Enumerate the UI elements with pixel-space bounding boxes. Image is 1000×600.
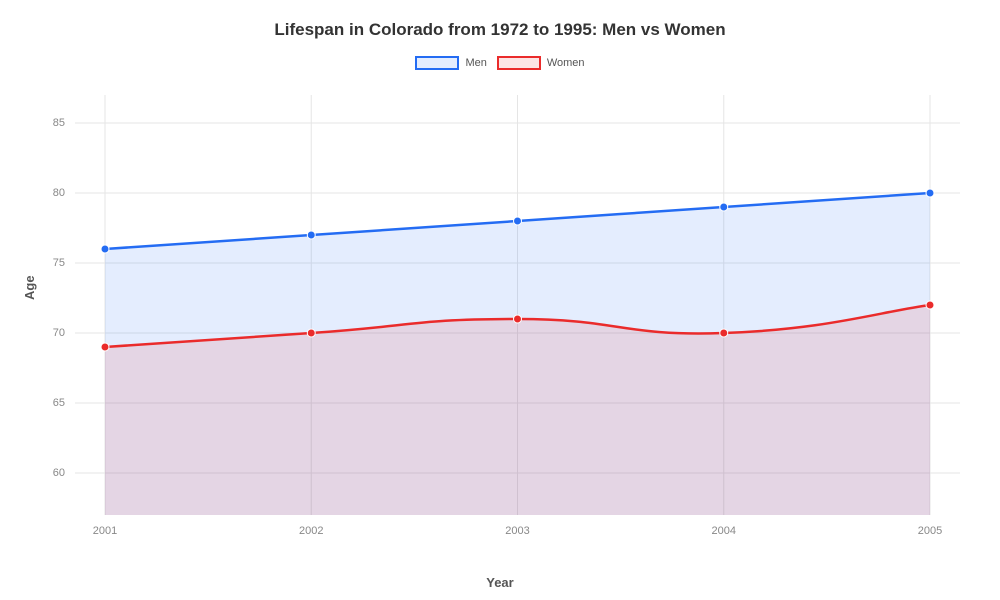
x-axis-label: Year [0,575,1000,590]
marker-men[interactable] [514,217,522,225]
legend-swatch-women [497,56,541,70]
y-axis-label: Age [22,275,37,300]
marker-women[interactable] [307,329,315,337]
marker-men[interactable] [926,189,934,197]
y-tick-label: 65 [53,397,65,409]
legend: Men Women [0,56,1000,70]
y-tick-label: 85 [53,117,65,129]
marker-women[interactable] [101,343,109,351]
x-tick-label: 2002 [299,525,323,537]
chart-container: Lifespan in Colorado from 1972 to 1995: … [0,0,1000,600]
marker-women[interactable] [720,329,728,337]
y-tick-label: 80 [53,187,65,199]
marker-men[interactable] [101,245,109,253]
marker-men[interactable] [720,203,728,211]
y-tick-label: 70 [53,327,65,339]
y-tick-label: 60 [53,467,65,479]
plot-area: 60657075808520012002200320042005 [75,95,960,515]
x-tick-label: 2003 [505,525,529,537]
marker-women[interactable] [514,315,522,323]
legend-label-women: Women [547,57,585,69]
marker-men[interactable] [307,231,315,239]
plot-svg [75,95,960,515]
x-tick-label: 2005 [918,525,942,537]
legend-swatch-men [415,56,459,70]
y-tick-label: 75 [53,257,65,269]
x-tick-label: 2004 [712,525,736,537]
legend-label-men: Men [465,57,486,69]
legend-item-women[interactable]: Women [497,56,585,70]
x-tick-label: 2001 [93,525,117,537]
marker-women[interactable] [926,301,934,309]
chart-title: Lifespan in Colorado from 1972 to 1995: … [0,0,1000,40]
legend-item-men[interactable]: Men [415,56,486,70]
